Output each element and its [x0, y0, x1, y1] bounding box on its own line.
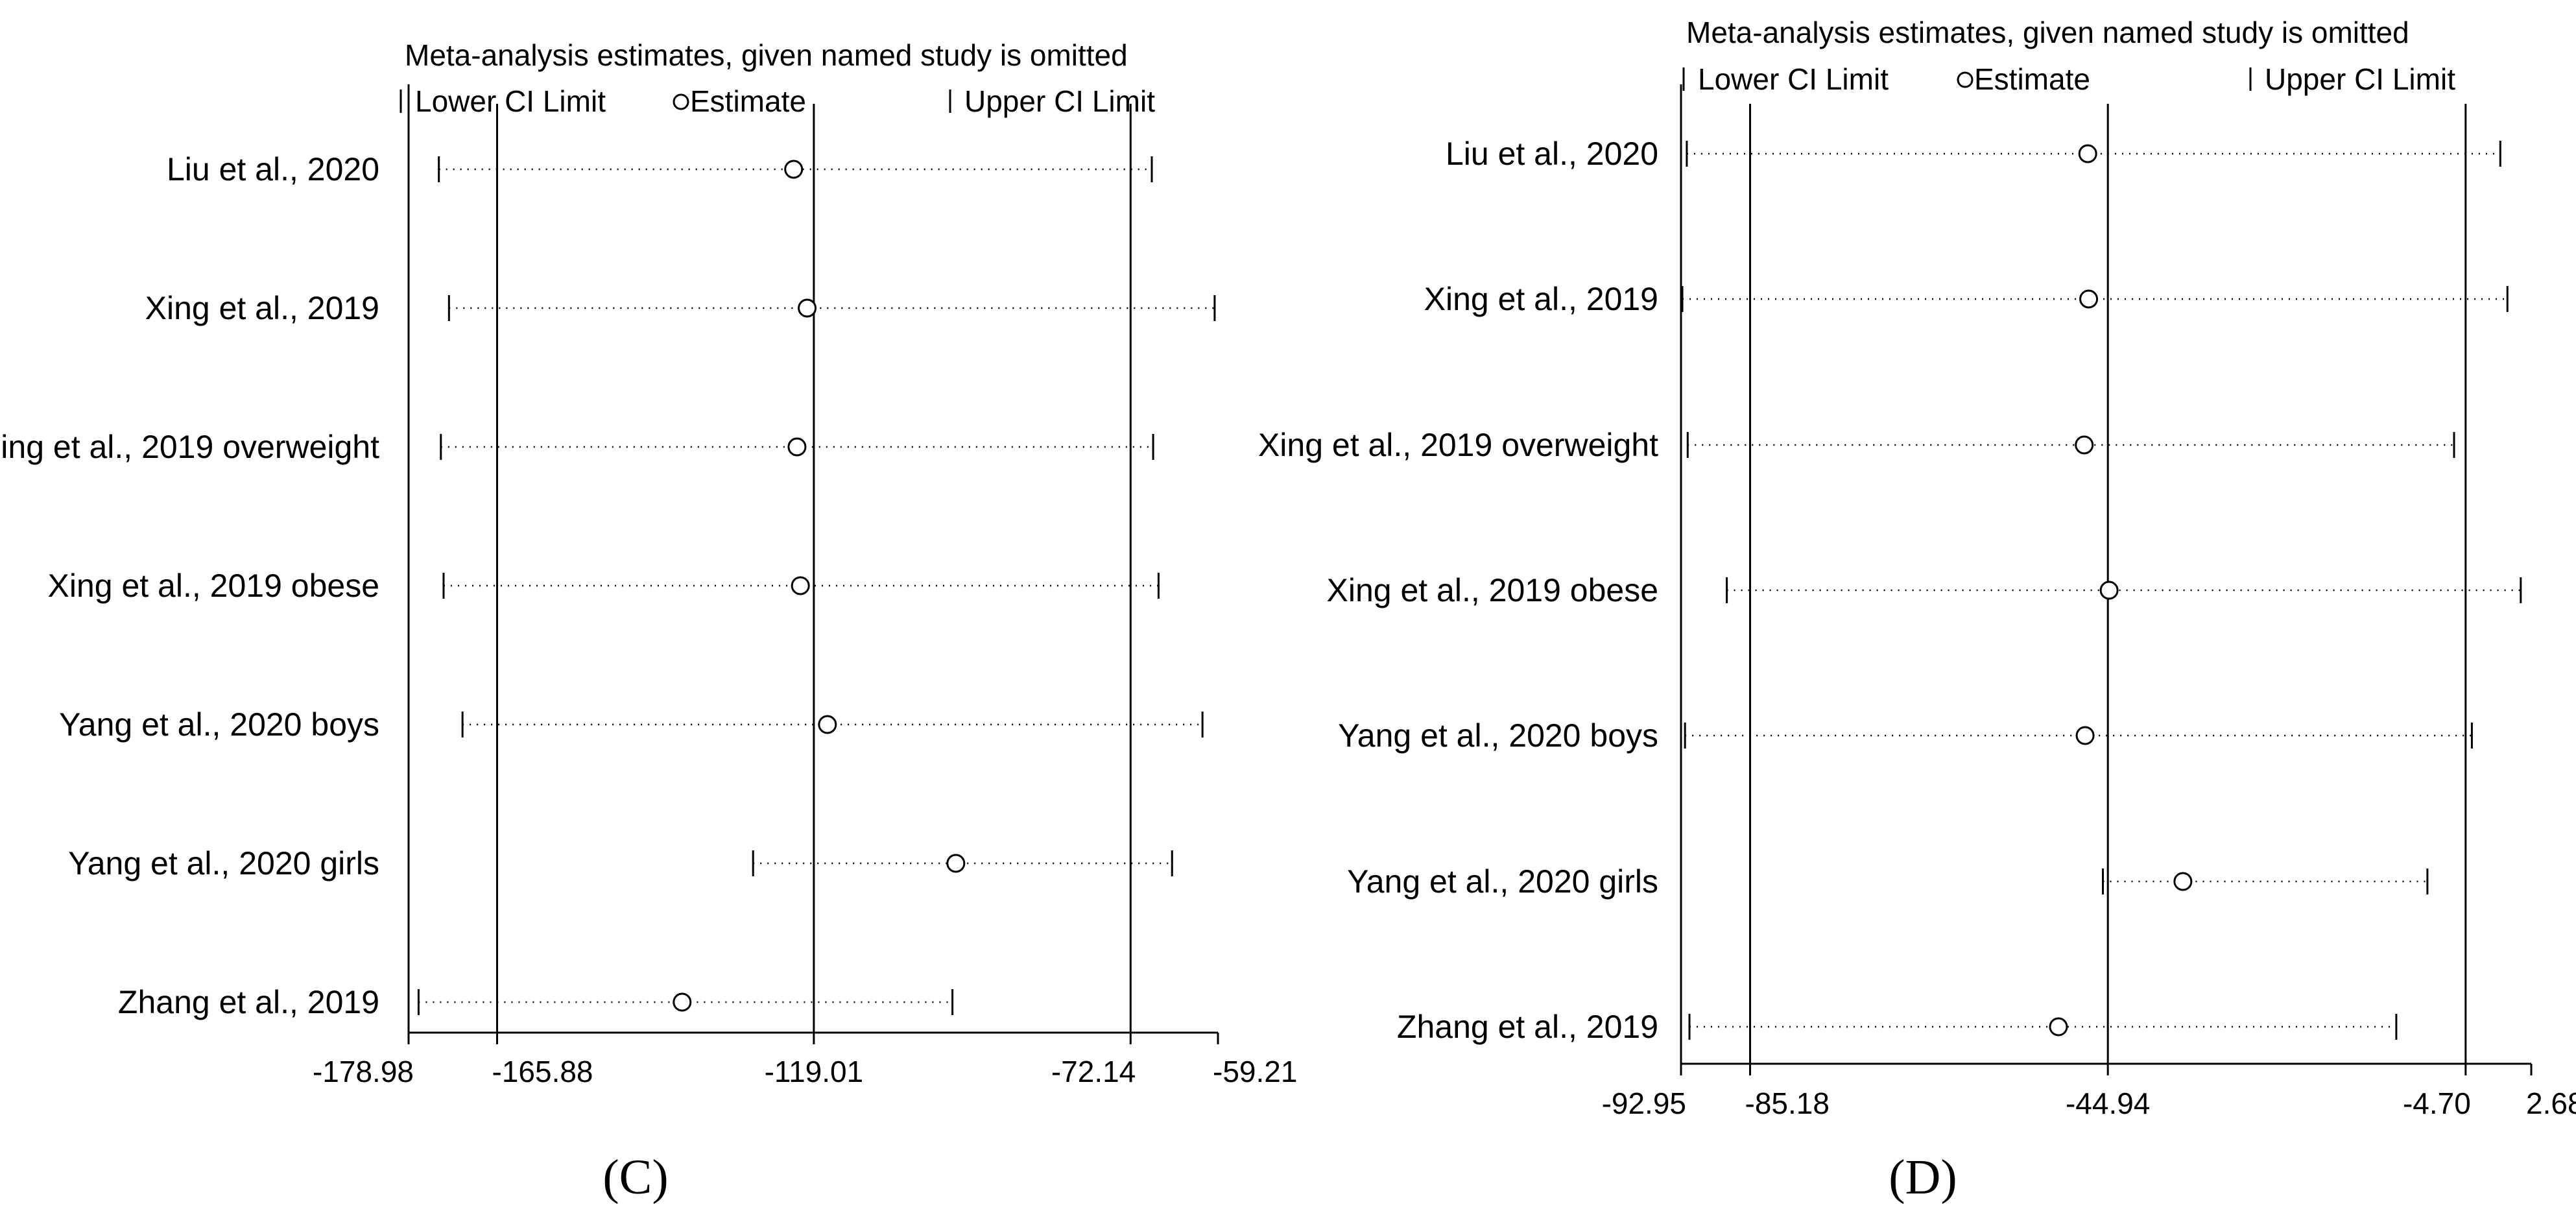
study-row: Liu et al., 2020	[167, 151, 1153, 187]
estimate-marker	[2079, 289, 2099, 309]
x-tick-label: -44.94	[2066, 1086, 2150, 1120]
x-tick-label: -4.70	[2403, 1086, 2471, 1120]
study-label: Zhang et al., 2019	[118, 984, 379, 1020]
estimate-marker	[946, 854, 966, 873]
study-label: Xing et al., 2019	[1424, 281, 1658, 317]
x-tick-label: -85.18	[1745, 1086, 1830, 1120]
study-label: Yang et al., 2020 girls	[1347, 863, 1658, 900]
panel-caption: (C)	[602, 1150, 668, 1205]
study-label: Yang et al., 2020 boys	[59, 706, 379, 743]
study-label: Liu et al., 2020	[1446, 136, 1658, 172]
estimate-marker	[798, 298, 817, 318]
study-row: Yang et al., 2020 girls	[68, 845, 1173, 881]
estimate-marker	[2099, 581, 2119, 600]
panel-caption: (D)	[1889, 1150, 1957, 1205]
forest-panel-c: Meta-analysis estimates, given named stu…	[0, 38, 1297, 1088]
x-tick-label: -72.14	[1051, 1055, 1136, 1088]
legend-estimate-label: Estimate	[690, 84, 806, 118]
x-tick-label: -59.21	[1213, 1055, 1297, 1088]
estimate-marker	[2049, 1017, 2068, 1037]
study-row: Yang et al., 2020 boys	[59, 706, 1204, 743]
study-label: Yang et al., 2020 girls	[68, 845, 379, 881]
legend-estimate-marker-icon	[673, 93, 689, 110]
legend-upper-label: Upper CI Limit	[2265, 62, 2455, 96]
estimate-marker	[2075, 435, 2094, 455]
estimate-marker	[2173, 872, 2193, 891]
legend-upper-label: Upper CI Limit	[964, 84, 1155, 118]
x-tick-label: -165.88	[492, 1055, 593, 1088]
study-label: Zhang et al., 2019	[1397, 1009, 1658, 1045]
study-label: Xing et al., 2019 overweight	[0, 429, 379, 465]
study-label: Liu et al., 2020	[167, 151, 379, 187]
legend-estimate-label: Estimate	[1974, 62, 2090, 96]
study-label: Xing et al., 2019	[145, 290, 379, 326]
legend-estimate-marker-icon	[1957, 71, 1974, 88]
estimate-marker	[2078, 144, 2097, 163]
chart-title: Meta-analysis estimates, given named stu…	[405, 38, 1128, 72]
study-row: Xing et al., 2019 overweight	[1258, 427, 2455, 463]
x-tick-label: -119.01	[765, 1055, 864, 1088]
study-label: Yang et al., 2020 boys	[1338, 717, 1658, 754]
study-row: Zhang et al., 2019	[1397, 1009, 2398, 1045]
estimate-marker	[673, 992, 692, 1012]
legend-lower-label: Lower CI Limit	[415, 84, 606, 118]
estimate-marker	[791, 576, 810, 595]
study-row: Xing et al., 2019 obese	[1327, 572, 2522, 608]
chart-title: Meta-analysis estimates, given named stu…	[1686, 16, 2409, 49]
estimate-marker	[784, 160, 804, 179]
x-tick-label: -92.95	[1602, 1086, 1686, 1120]
study-label: Xing et al., 2019 overweight	[1258, 427, 1658, 463]
study-label: Xing et al., 2019 obese	[1327, 572, 1659, 608]
x-tick-label: 2.68	[2526, 1086, 2576, 1120]
legend-lower-label: Lower CI Limit	[1698, 62, 1889, 96]
forest-panel-d: Meta-analysis estimates, given named stu…	[1258, 16, 2576, 1120]
study-row: Zhang et al., 2019	[118, 984, 954, 1020]
estimate-marker	[818, 715, 837, 734]
estimate-marker	[2075, 726, 2095, 745]
study-label: Xing et al., 2019 obese	[48, 568, 380, 604]
study-row: Yang et al., 2020 boys	[1338, 717, 2473, 754]
study-row: Xing et al., 2019	[1424, 281, 2509, 317]
study-row: Yang et al., 2020 girls	[1347, 863, 2429, 900]
estimate-marker	[787, 437, 807, 457]
study-row: Xing et al., 2019 obese	[48, 568, 1160, 604]
study-row: Xing et al., 2019	[145, 290, 1216, 326]
study-row: Xing et al., 2019 overweight	[0, 429, 1154, 465]
x-tick-label: -178.98	[313, 1055, 414, 1088]
study-row: Liu et al., 2020	[1446, 136, 2501, 172]
